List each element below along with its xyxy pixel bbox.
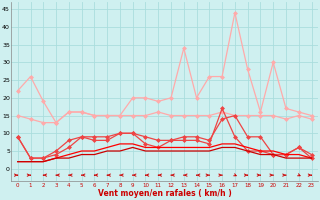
X-axis label: Vent moyen/en rafales ( km/h ): Vent moyen/en rafales ( km/h ) (98, 189, 231, 198)
